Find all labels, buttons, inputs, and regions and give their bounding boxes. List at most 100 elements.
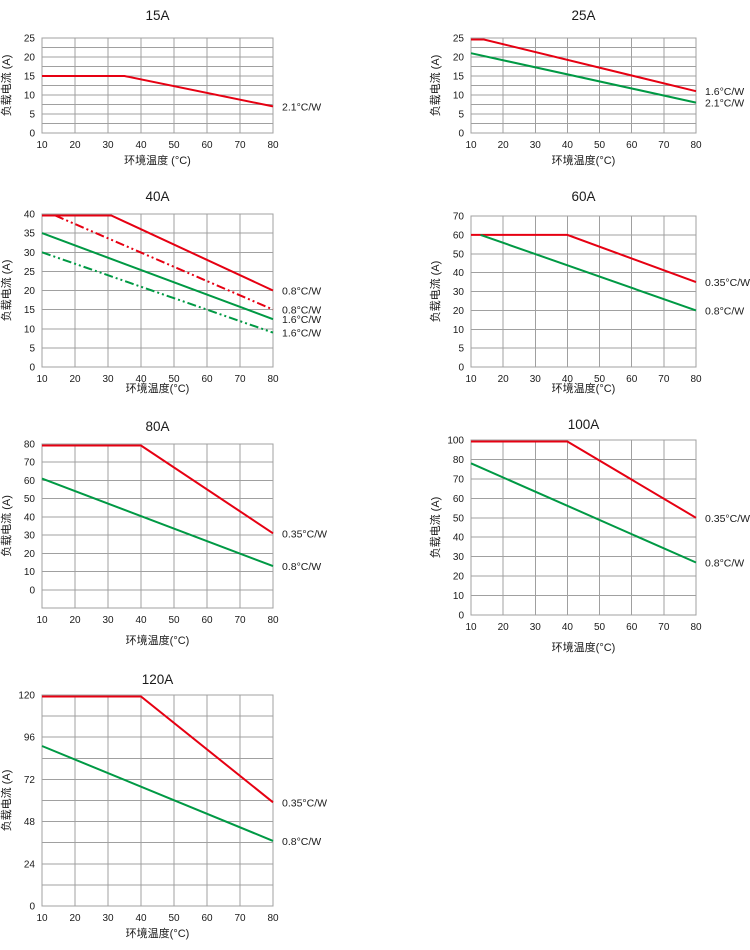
x-tick-label: 80 [267, 615, 279, 626]
y-tick-label: 40 [453, 268, 465, 279]
plot-frame [470, 37, 697, 134]
x-tick-label: 20 [69, 913, 81, 924]
x-tick-label: 80 [267, 140, 279, 151]
y-tick-label: 60 [24, 476, 36, 487]
y-tick-label: 20 [24, 549, 36, 560]
y-tick-label: 70 [24, 458, 36, 469]
y-tick-label: 5 [458, 110, 464, 121]
x-tick-label: 40 [562, 140, 574, 151]
x-tick-label: 10 [465, 140, 477, 151]
y-tick-label: 15 [453, 72, 465, 83]
x-tick-label: 70 [658, 622, 670, 633]
x-tick-label: 70 [658, 140, 670, 151]
y-tick-label: 70 [453, 474, 465, 485]
series-line-green-solid [41, 232, 274, 321]
x-tick-label: 20 [69, 615, 81, 626]
y-tick-label: 20 [453, 306, 465, 317]
y-tick-label: 80 [24, 440, 36, 451]
x-tick-label: 40 [135, 140, 147, 151]
x-tick-label: 10 [465, 374, 477, 385]
series-label: 2.1°C/W [282, 101, 321, 113]
y-axis-label: 负载电流 (A) [428, 497, 442, 559]
grid-lines [41, 213, 274, 368]
series-label: 0.8°C/W [282, 561, 321, 573]
x-tick-label: 20 [69, 140, 81, 151]
x-tick-label: 70 [234, 615, 246, 626]
x-tick-label: 60 [201, 913, 213, 924]
y-tick-label: 25 [453, 34, 465, 45]
x-tick-label: 10 [36, 913, 48, 924]
x-tick-label: 50 [594, 374, 606, 385]
y-tick-label: 30 [453, 552, 465, 563]
plot-frame [41, 694, 274, 907]
series-line-red-solid [471, 440, 697, 519]
y-tick-label: 5 [29, 110, 35, 121]
series-label: 0.8°C/W [705, 558, 744, 570]
grid-lines [41, 37, 274, 134]
x-axis-label: 环境温度(°C) [552, 640, 616, 654]
x-tick-label: 20 [498, 374, 510, 385]
y-axis-label: 负载电流 (A) [0, 770, 13, 832]
y-tick-label: 50 [453, 513, 465, 524]
x-tick-label: 30 [102, 140, 114, 151]
x-tick-label: 10 [36, 140, 48, 151]
x-tick-label: 30 [530, 140, 542, 151]
series-line-red-solid [42, 75, 274, 108]
chart-100a: 100A 100 80 70 60 50 40 30 20 10 0 10 20 30 40 50 60 70 80… [375, 415, 750, 668]
chart-title: 120A [142, 672, 174, 687]
series-label: 0.8°C/W [282, 286, 321, 298]
y-tick-label: 40 [24, 210, 36, 221]
series-label: 0.35°C/W [705, 513, 750, 525]
grid-lines [41, 694, 274, 907]
x-tick-label: 50 [168, 913, 180, 924]
y-tick-label: 50 [24, 494, 36, 505]
x-tick-label: 80 [690, 374, 702, 385]
x-tick-label: 70 [234, 140, 246, 151]
y-axis-label: 负载电流 (A) [428, 55, 442, 117]
x-tick-label: 30 [530, 374, 542, 385]
y-tick-label: 60 [453, 230, 465, 241]
x-tick-label: 40 [562, 622, 574, 633]
x-tick-label: 40 [135, 374, 147, 385]
y-tick-label: 0 [458, 129, 464, 140]
y-tick-label: 100 [447, 436, 464, 447]
series-label: 1.6°C/W [705, 86, 744, 98]
x-tick-label: 20 [498, 622, 510, 633]
y-tick-label: 15 [24, 305, 36, 316]
y-tick-label: 24 [24, 859, 36, 870]
y-axis-label: 负载电流 (A) [0, 260, 13, 322]
y-tick-label: 30 [24, 531, 36, 542]
x-tick-label: 60 [626, 140, 638, 151]
x-axis-label: 环境温度(°C) [552, 153, 616, 167]
plot-frame [41, 37, 274, 134]
y-tick-label: 40 [453, 533, 465, 544]
x-tick-label: 40 [135, 913, 147, 924]
series-line-red-dash-dot [54, 214, 274, 311]
series-label: 0.35°C/W [282, 797, 327, 809]
series-line-green-solid [41, 477, 274, 568]
series-line-red-solid [471, 233, 697, 284]
plot-frame [41, 443, 274, 609]
x-tick-label: 50 [168, 140, 180, 151]
series-line-green-solid [470, 462, 697, 564]
grid-lines [470, 439, 697, 616]
x-axis-label: 环境温度(°C) [552, 381, 616, 395]
y-tick-label: 20 [453, 572, 465, 583]
chart-40a: 40A 40 35 30 25 20 15 10 5 0 10 20 30 40 50 60 70 80 环境温度(… [0, 185, 375, 413]
y-tick-label: 96 [24, 733, 36, 744]
y-tick-label: 50 [453, 249, 465, 260]
y-axis-label: 负载电流 (A) [428, 261, 442, 323]
chart-svg: 80A 80 70 60 50 40 30 20 10 0 10 20 30 40 50 60 70 80 环境温度… [0, 419, 327, 647]
y-tick-label: 0 [458, 611, 464, 622]
series-line-red-solid [42, 695, 274, 804]
grid-lines [41, 443, 274, 609]
chart-title: 100A [568, 417, 600, 432]
series-label: 0.8°C/W [282, 305, 321, 317]
x-tick-label: 40 [135, 615, 147, 626]
series-line-green-dash-dot [41, 251, 274, 334]
y-tick-label: 70 [453, 212, 465, 223]
